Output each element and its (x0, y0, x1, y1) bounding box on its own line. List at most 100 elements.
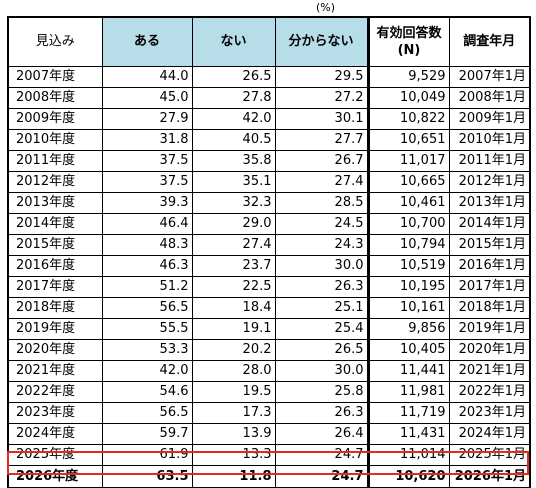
cell-no: 32.3 (191, 192, 276, 214)
cell-survey-month: 2014年1月 (448, 213, 531, 235)
cell-survey-month: 2024年1月 (448, 423, 531, 445)
cell-no: 35.1 (191, 171, 276, 193)
table-row: 2017年度 51.2 22.5 26.3 10,195 2017年1月 (7, 276, 531, 298)
cell-year: 2013年度 (7, 192, 103, 214)
cell-unknown: 27.4 (274, 171, 369, 193)
cell-unknown: 27.2 (274, 87, 369, 109)
cell-year: 2021年度 (7, 360, 103, 382)
cell-yes: 63.5 (101, 465, 193, 488)
table-body: 2007年度 44.0 26.5 29.5 9,529 2007年1月 2008年度 45.0… (7, 66, 531, 488)
cell-survey-month: 2023年1月 (448, 402, 531, 424)
cell-responses: 9,856 (366, 318, 450, 340)
cell-survey-month: 2009年1月 (448, 108, 531, 130)
cell-survey-month: 2022年1月 (448, 381, 531, 403)
cell-yes: 45.0 (101, 87, 193, 109)
header-outlook: 見込み (7, 16, 103, 67)
cell-year: 2016年度 (7, 255, 103, 277)
cell-survey-month: 2019年1月 (448, 318, 531, 340)
table-row: 2016年度 46.3 23.7 30.0 10,519 2016年1月 (7, 255, 531, 277)
cell-survey-month: 2010年1月 (448, 129, 531, 151)
cell-year: 2018年度 (7, 297, 103, 319)
table-row: 2015年度 48.3 27.4 24.3 10,794 2015年1月 (7, 234, 531, 256)
cell-unknown: 26.4 (274, 423, 369, 445)
table-row: 2020年度 53.3 20.2 26.5 10,405 2020年1月 (7, 339, 531, 361)
cell-yes: 53.3 (101, 339, 193, 361)
cell-yes: 46.3 (101, 255, 193, 277)
cell-no: 22.5 (191, 276, 276, 298)
cell-unknown: 27.7 (274, 129, 369, 151)
cell-unknown: 30.0 (274, 255, 369, 277)
cell-no: 28.0 (191, 360, 276, 382)
cell-responses: 10,700 (366, 213, 450, 235)
cell-no: 19.5 (191, 381, 276, 403)
cell-responses: 10,049 (366, 87, 450, 109)
cell-yes: 51.2 (101, 276, 193, 298)
cell-responses: 11,017 (366, 150, 450, 172)
cell-responses: 11,981 (366, 381, 450, 403)
cell-yes: 59.7 (101, 423, 193, 445)
cell-responses: 10,461 (366, 192, 450, 214)
cell-responses: 10,651 (366, 129, 450, 151)
cell-no: 35.8 (191, 150, 276, 172)
cell-year: 2020年度 (7, 339, 103, 361)
table-row: 2008年度 45.0 27.8 27.2 10,049 2008年1月 (7, 87, 531, 109)
table-row: 2026年度 63.5 11.8 24.7 10,620 2026年1月 (7, 465, 531, 488)
cell-unknown: 25.4 (274, 318, 369, 340)
cell-year: 2022年度 (7, 381, 103, 403)
cell-no: 29.0 (191, 213, 276, 235)
cell-yes: 27.9 (101, 108, 193, 130)
cell-yes: 46.4 (101, 213, 193, 235)
cell-unknown: 25.1 (274, 297, 369, 319)
header-unknown: 分からない (274, 16, 369, 67)
cell-year: 2024年度 (7, 423, 103, 445)
cell-yes: 56.5 (101, 402, 193, 424)
table-row: 2013年度 39.3 32.3 28.5 10,461 2013年1月 (7, 192, 531, 214)
cell-survey-month: 2017年1月 (448, 276, 531, 298)
unit-label: (%) (316, 1, 336, 14)
cell-yes: 61.9 (101, 444, 193, 466)
table-row: 2021年度 42.0 28.0 30.0 11,441 2021年1月 (7, 360, 531, 382)
cell-responses: 10,519 (366, 255, 450, 277)
table-row: 2012年度 37.5 35.1 27.4 10,665 2012年1月 (7, 171, 531, 193)
cell-unknown: 26.3 (274, 276, 369, 298)
cell-survey-month: 2015年1月 (448, 234, 531, 256)
cell-year: 2011年度 (7, 150, 103, 172)
cell-no: 40.5 (191, 129, 276, 151)
cell-responses: 10,665 (366, 171, 450, 193)
cell-year: 2014年度 (7, 213, 103, 235)
cell-no: 27.8 (191, 87, 276, 109)
cell-yes: 48.3 (101, 234, 193, 256)
cell-no: 11.8 (191, 465, 276, 488)
cell-no: 17.3 (191, 402, 276, 424)
table-row: 2022年度 54.6 19.5 25.8 11,981 2022年1月 (7, 381, 531, 403)
table-row: 2010年度 31.8 40.5 27.7 10,651 2010年1月 (7, 129, 531, 151)
header-responses-line1: 有効回答数 (376, 26, 442, 41)
cell-year: 2026年度 (7, 465, 103, 488)
header-no: ない (191, 16, 276, 67)
cell-survey-month: 2016年1月 (448, 255, 531, 277)
cell-year: 2010年度 (7, 129, 103, 151)
cell-responses: 9,529 (366, 66, 450, 88)
cell-unknown: 24.3 (274, 234, 369, 256)
table-row: 2025年度 61.9 13.3 24.7 11,014 2025年1月 (7, 444, 531, 466)
cell-unknown: 24.7 (274, 465, 369, 488)
cell-no: 19.1 (191, 318, 276, 340)
survey-table: 見込み ある ない 分からない 有効回答数 (N) 調査年月 2007年度 44.… (7, 16, 531, 488)
cell-unknown: 26.3 (274, 402, 369, 424)
cell-survey-month: 2021年1月 (448, 360, 531, 382)
cell-yes: 54.6 (101, 381, 193, 403)
table-row: 2024年度 59.7 13.9 26.4 11,431 2024年1月 (7, 423, 531, 445)
cell-year: 2025年度 (7, 444, 103, 466)
cell-survey-month: 2012年1月 (448, 171, 531, 193)
cell-survey-month: 2025年1月 (448, 444, 531, 466)
table-row: 2009年度 27.9 42.0 30.1 10,822 2009年1月 (7, 108, 531, 130)
cell-no: 27.4 (191, 234, 276, 256)
cell-year: 2017年度 (7, 276, 103, 298)
cell-survey-month: 2018年1月 (448, 297, 531, 319)
cell-no: 26.5 (191, 66, 276, 88)
table-row: 2007年度 44.0 26.5 29.5 9,529 2007年1月 (7, 66, 531, 88)
cell-yes: 37.5 (101, 150, 193, 172)
cell-yes: 31.8 (101, 129, 193, 151)
cell-yes: 56.5 (101, 297, 193, 319)
cell-year: 2007年度 (7, 66, 103, 88)
